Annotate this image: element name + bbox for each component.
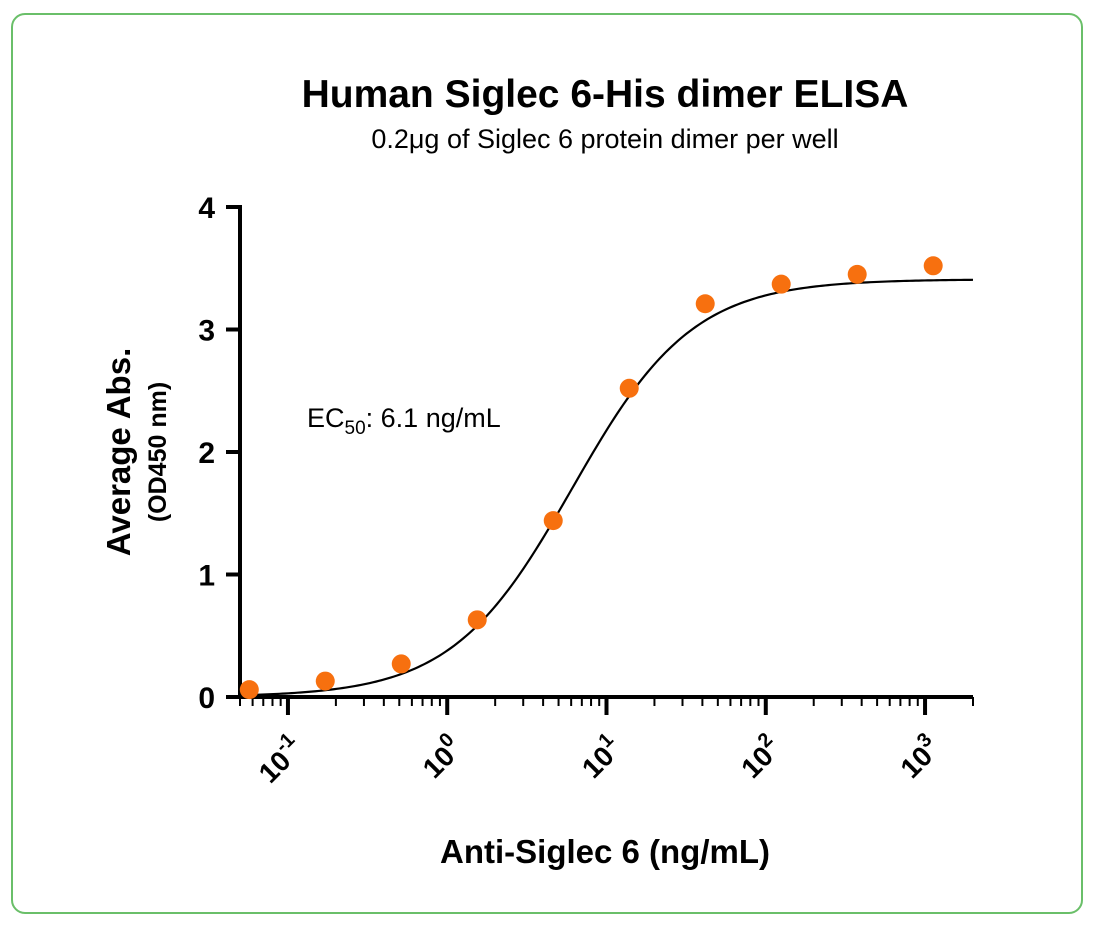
fit-curve-group <box>249 278 974 697</box>
y-axis-title-group: Average Abs. (OD450 nm) <box>100 348 172 556</box>
chart-title: Human Siglec 6-His dimer ELISA <box>302 73 909 116</box>
y-tick-label-0: 0 <box>198 682 215 715</box>
x-tick-label-3: 103 <box>891 729 946 784</box>
data-point <box>847 264 867 284</box>
y-tick-label-1: 1 <box>198 560 215 593</box>
x-tick-label-2: 102 <box>732 729 787 784</box>
data-point <box>923 256 943 276</box>
y-tick-label-2: 2 <box>198 437 215 470</box>
x-axis-title: Anti-Siglec 6 (ng/mL) <box>440 833 770 870</box>
chart-subtitle: 0.2μg of Siglec 6 protein dimer per well <box>371 124 838 154</box>
x-tick-label--1: 10-1 <box>249 729 309 789</box>
data-point <box>695 294 715 314</box>
data-point <box>315 671 335 691</box>
data-points <box>239 256 943 700</box>
data-point <box>619 378 639 398</box>
ec50-value: : 6.1 ng/mL <box>366 403 501 433</box>
y-tick-label-3: 3 <box>198 315 215 348</box>
chart-frame <box>11 13 1083 914</box>
y-axis-subtitle: (OD450 nm) <box>144 382 172 522</box>
x-tick-label-1: 101 <box>572 729 627 784</box>
y-axis-title: Average Abs. <box>100 348 137 556</box>
data-point <box>467 610 487 630</box>
fit-curve <box>249 278 974 697</box>
y-tick-label-4: 4 <box>198 192 215 225</box>
ec50-prefix: EC <box>307 403 345 433</box>
ec50-annotation: EC50: 6.1 ng/mL <box>307 403 501 439</box>
x-tick-label-0: 100 <box>413 729 468 784</box>
ec50-subscript: 50 <box>345 418 366 439</box>
data-point <box>239 680 259 700</box>
data-point <box>771 274 791 294</box>
data-point <box>391 654 411 674</box>
data-point <box>543 511 563 531</box>
